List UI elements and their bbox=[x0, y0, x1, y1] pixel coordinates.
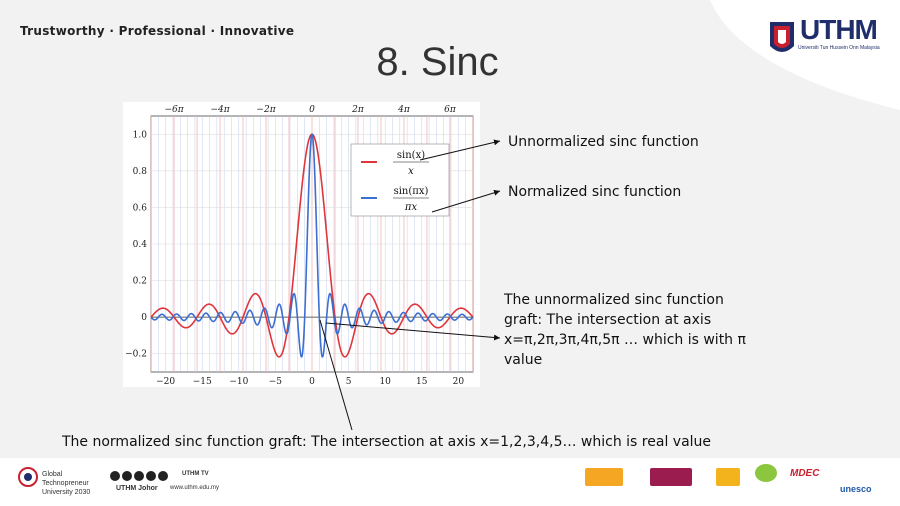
legend-numerator: sin(πx) bbox=[394, 186, 429, 197]
y-tick-label: 0.4 bbox=[133, 240, 148, 250]
facebook-icon[interactable] bbox=[110, 471, 120, 481]
sinc-chart: 1.0 0.8 0.6 0.4 0.2 0 −0.2 −20 −15 −10 −5 0 5 10 15 20 −… bbox=[123, 102, 480, 387]
legend-numerator: sin(x) bbox=[397, 150, 425, 161]
x-tick-label: −5 bbox=[269, 377, 283, 387]
x-tick-label: −15 bbox=[193, 377, 212, 387]
unnormalized-label: Unnormalized sinc function bbox=[508, 134, 699, 150]
x-top-tick-label: 4π bbox=[397, 105, 411, 115]
footer-url[interactable]: www.uthm.edu.my bbox=[170, 485, 220, 491]
x-top-tick-label: −2π bbox=[256, 105, 276, 115]
x-tick-label: −20 bbox=[156, 377, 175, 387]
legend-denominator: x bbox=[408, 166, 414, 177]
x-top-tick-label: 2π bbox=[351, 105, 365, 115]
x-top-tick-label: −4π bbox=[210, 105, 230, 115]
twitter-icon[interactable] bbox=[134, 471, 144, 481]
x-top-tick-label: 0 bbox=[309, 105, 315, 115]
footer: Global Technopreneur University 2030 UTH… bbox=[0, 458, 900, 506]
footer-tv: UTHM TV bbox=[182, 471, 209, 477]
uthm-logo bbox=[770, 22, 794, 52]
normalized-explain: The normalized sinc function graft: The … bbox=[62, 434, 712, 450]
header-swoosh bbox=[710, 0, 900, 110]
x-tick-label: 0 bbox=[309, 377, 315, 387]
mdec-logo: MDEC bbox=[790, 468, 820, 479]
tiktok-icon[interactable] bbox=[146, 471, 156, 481]
the-badge bbox=[650, 468, 692, 486]
y-tick-label: 0.6 bbox=[133, 203, 148, 213]
legend-denominator: πx bbox=[404, 202, 418, 213]
y-tick-label: −0.2 bbox=[125, 350, 147, 360]
logo-subtitle: Universiti Tun Hussein Onn Malaysia bbox=[798, 45, 880, 51]
normalized-label: Normalized sinc function bbox=[508, 184, 682, 200]
x-tick-label: 15 bbox=[416, 377, 428, 387]
green-badge bbox=[755, 464, 777, 482]
footer-brand: Global Technopreneur University 2030 bbox=[42, 471, 91, 496]
x-top-tick-label: 6π bbox=[444, 105, 457, 115]
x-tick-label: 5 bbox=[346, 377, 352, 387]
logo-wordmark: UTHM bbox=[800, 14, 878, 45]
instagram-icon[interactable] bbox=[122, 471, 132, 481]
x-top-tick-label: −6π bbox=[164, 105, 184, 115]
unesco-logo: unesco bbox=[840, 484, 872, 494]
unnormalized-explain: The unnormalized sinc function graft: Th… bbox=[504, 292, 746, 368]
tagline: Trustworthy · Professional · Innovative bbox=[20, 24, 295, 38]
footer-social: UTHM Johor bbox=[116, 485, 158, 492]
y-tick-label: 0.2 bbox=[133, 277, 147, 287]
series-line-normalized bbox=[150, 133, 474, 358]
qs-badge bbox=[585, 468, 623, 486]
x-tick-label: 10 bbox=[379, 377, 391, 387]
y-tick-label: 0.8 bbox=[133, 167, 148, 177]
youtube-icon[interactable] bbox=[158, 471, 168, 481]
gtu-icon bbox=[18, 467, 38, 487]
star-badge bbox=[716, 468, 740, 486]
y-tick-label: 1.0 bbox=[133, 130, 148, 140]
y-tick-label: 0 bbox=[141, 313, 147, 323]
x-tick-label: 20 bbox=[453, 377, 465, 387]
x-tick-label: −10 bbox=[229, 377, 248, 387]
slide-title: 8. Sinc bbox=[376, 40, 499, 84]
